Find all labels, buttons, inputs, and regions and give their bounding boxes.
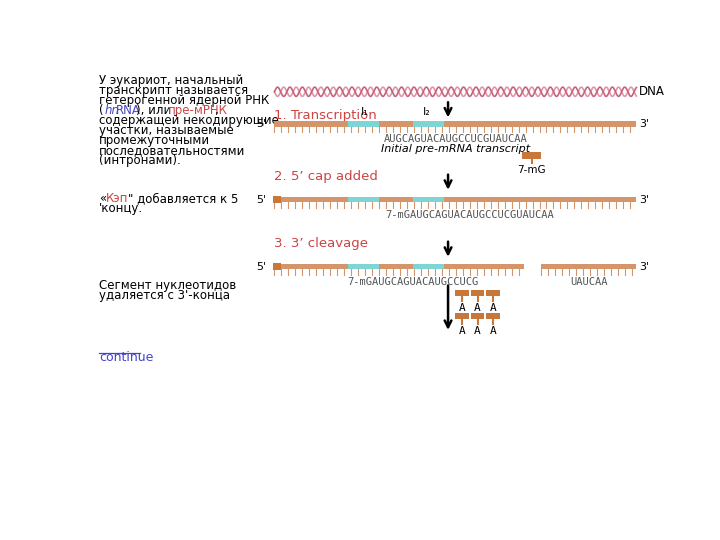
Bar [273,196,281,203]
Text: A: A [459,326,465,336]
Bar [455,313,469,319]
Bar [348,264,379,269]
Bar [274,122,636,127]
Text: промежуточными: промежуточными [99,134,210,147]
Bar [486,289,500,296]
Bar [348,122,379,127]
Text: " добавляется к 5: " добавляется к 5 [128,192,238,205]
Bar [455,289,469,296]
Text: RNA: RNA [117,104,141,117]
Bar [348,197,379,202]
Text: Сегмент нуклеотидов: Сегмент нуклеотидов [99,279,237,292]
Text: I₂: I₂ [423,107,431,117]
Text: «: « [99,192,107,205]
Text: (: ( [99,104,104,117]
Text: I₁: I₁ [361,107,369,117]
Text: hn: hn [104,104,120,117]
Text: continue: continue [99,351,153,364]
Bar [274,264,524,269]
Text: Initial pre-mRNA transcript: Initial pre-mRNA transcript [381,145,530,154]
Text: 2. 5’ cap added: 2. 5’ cap added [274,170,378,183]
Text: DNA: DNA [639,85,665,98]
Text: удаляется с 3'-конца: удаляется с 3'-конца [99,289,230,302]
Text: Кэп: Кэп [106,192,128,205]
Bar [413,197,444,202]
Text: 3': 3' [639,261,649,272]
Text: 1. Transcription: 1. Transcription [274,110,377,123]
Text: У эукариот, начальный: У эукариот, начальный [99,74,243,87]
Text: 7-mGAUGCAGUACAUGCCUCG: 7-mGAUGCAGUACAUGCCUCG [348,277,479,287]
Bar [274,197,636,202]
Bar [413,122,444,127]
Text: участки, называемые: участки, называемые [99,124,234,137]
Text: пре-мРНК: пре-мРНК [168,104,228,117]
Text: UAUCAA: UAUCAA [570,277,608,287]
Text: A: A [459,303,465,313]
Text: AUGCAGUACAUGCCUCGUAUCAA: AUGCAGUACAUGCCUCGUAUCAA [384,134,527,145]
Text: последовательностями: последовательностями [99,144,246,157]
Text: 3': 3' [639,119,649,129]
Text: 5': 5' [256,119,266,129]
Text: A: A [474,326,481,336]
Bar [486,313,500,319]
Text: ), или: ), или [136,104,175,117]
Text: 'концу.: 'концу. [99,202,143,215]
Text: 5': 5' [256,194,266,205]
Text: (интронами).: (интронами). [99,154,181,167]
Text: A: A [490,326,496,336]
Bar [471,289,485,296]
Bar [471,313,485,319]
Bar [273,263,281,270]
Text: транскрипт называется: транскрипт называется [99,84,248,97]
Text: 5': 5' [256,261,266,272]
Text: A: A [474,303,481,313]
Bar [541,264,636,269]
Bar [413,264,444,269]
Bar [523,152,541,159]
Text: 3': 3' [639,194,649,205]
Text: 7-mG: 7-mG [518,165,546,175]
Text: 7-mGAUGCAGUACAUGCCUCGUAUCAA: 7-mGAUGCAGUACAUGCCUCGUAUCAA [385,210,554,220]
Text: 3. 3’ cleavage: 3. 3’ cleavage [274,237,369,250]
Text: ,: , [214,104,217,117]
Text: гетерогенной ядерной РНК: гетерогенной ядерной РНК [99,94,269,107]
Text: содержащей некодирующие: содержащей некодирующие [99,114,279,127]
Text: A: A [490,303,496,313]
